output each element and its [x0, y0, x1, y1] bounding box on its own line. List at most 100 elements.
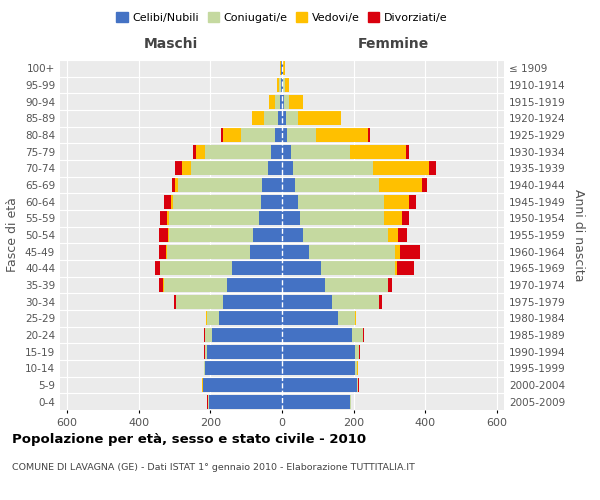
Bar — [223, 128, 241, 142]
Bar — [282, 162, 293, 175]
Bar — [379, 294, 382, 308]
Bar — [164, 194, 171, 209]
Bar — [282, 378, 357, 392]
Bar — [350, 144, 406, 159]
Bar — [205, 328, 212, 342]
Bar — [373, 162, 429, 175]
Bar — [352, 328, 362, 342]
Bar — [282, 278, 325, 292]
Bar — [271, 144, 282, 159]
Bar — [227, 278, 282, 292]
Bar — [250, 244, 282, 259]
Bar — [221, 128, 223, 142]
Bar — [223, 294, 282, 308]
Bar — [167, 211, 169, 226]
Bar — [209, 394, 282, 409]
Bar — [282, 294, 332, 308]
Bar — [429, 162, 436, 175]
Bar — [282, 328, 352, 342]
Bar — [282, 194, 298, 209]
Bar — [304, 228, 388, 242]
Bar — [287, 128, 316, 142]
Bar — [384, 194, 409, 209]
Bar — [282, 394, 350, 409]
Bar — [259, 211, 282, 226]
Bar — [388, 278, 392, 292]
Text: Popolazione per età, sesso e stato civile - 2010: Popolazione per età, sesso e stato civil… — [12, 432, 366, 446]
Bar — [203, 378, 282, 392]
Bar — [322, 261, 395, 276]
Bar — [205, 144, 271, 159]
Bar — [281, 62, 282, 76]
Bar — [337, 311, 355, 326]
Bar — [398, 228, 407, 242]
Bar — [282, 144, 291, 159]
Bar — [283, 62, 284, 76]
Bar — [168, 228, 169, 242]
Bar — [300, 211, 384, 226]
Bar — [182, 162, 191, 175]
Bar — [159, 278, 163, 292]
Bar — [357, 378, 358, 392]
Bar — [264, 112, 278, 126]
Bar — [205, 361, 282, 376]
Bar — [316, 128, 368, 142]
Bar — [220, 311, 282, 326]
Bar — [282, 228, 304, 242]
Bar — [178, 178, 262, 192]
Bar — [175, 178, 178, 192]
Bar — [169, 211, 259, 226]
Bar — [268, 162, 282, 175]
Bar — [241, 128, 275, 142]
Bar — [208, 394, 209, 409]
Bar — [159, 228, 168, 242]
Bar — [422, 178, 427, 192]
Bar — [379, 178, 422, 192]
Bar — [174, 294, 176, 308]
Bar — [160, 261, 232, 276]
Bar — [368, 128, 370, 142]
Bar — [295, 178, 379, 192]
Bar — [395, 261, 397, 276]
Bar — [400, 244, 420, 259]
Bar — [159, 244, 166, 259]
Bar — [298, 112, 341, 126]
Bar — [289, 94, 304, 109]
Bar — [309, 244, 395, 259]
Bar — [169, 228, 253, 242]
Text: Maschi: Maschi — [144, 37, 198, 51]
Bar — [269, 94, 275, 109]
Bar — [283, 78, 285, 92]
Bar — [395, 244, 400, 259]
Bar — [350, 394, 351, 409]
Legend: Celibi/Nubili, Coniugati/e, Vedovi/e, Divorziati/e: Celibi/Nubili, Coniugati/e, Vedovi/e, Di… — [112, 8, 452, 28]
Bar — [332, 294, 379, 308]
Bar — [388, 228, 398, 242]
Bar — [355, 344, 359, 359]
Bar — [279, 78, 281, 92]
Bar — [298, 194, 384, 209]
Bar — [293, 162, 373, 175]
Bar — [193, 144, 196, 159]
Bar — [282, 112, 286, 126]
Bar — [355, 361, 357, 376]
Bar — [191, 162, 268, 175]
Bar — [232, 261, 282, 276]
Bar — [285, 78, 289, 92]
Bar — [282, 344, 355, 359]
Bar — [207, 311, 220, 326]
Y-axis label: Anni di nascita: Anni di nascita — [572, 188, 585, 281]
Bar — [282, 62, 283, 76]
Bar — [172, 178, 175, 192]
Bar — [155, 261, 160, 276]
Bar — [176, 294, 223, 308]
Bar — [253, 228, 282, 242]
Bar — [166, 244, 167, 259]
Bar — [284, 94, 289, 109]
Bar — [196, 144, 205, 159]
Bar — [409, 194, 416, 209]
Bar — [282, 261, 322, 276]
Bar — [167, 244, 250, 259]
Bar — [384, 211, 402, 226]
Bar — [406, 144, 409, 159]
